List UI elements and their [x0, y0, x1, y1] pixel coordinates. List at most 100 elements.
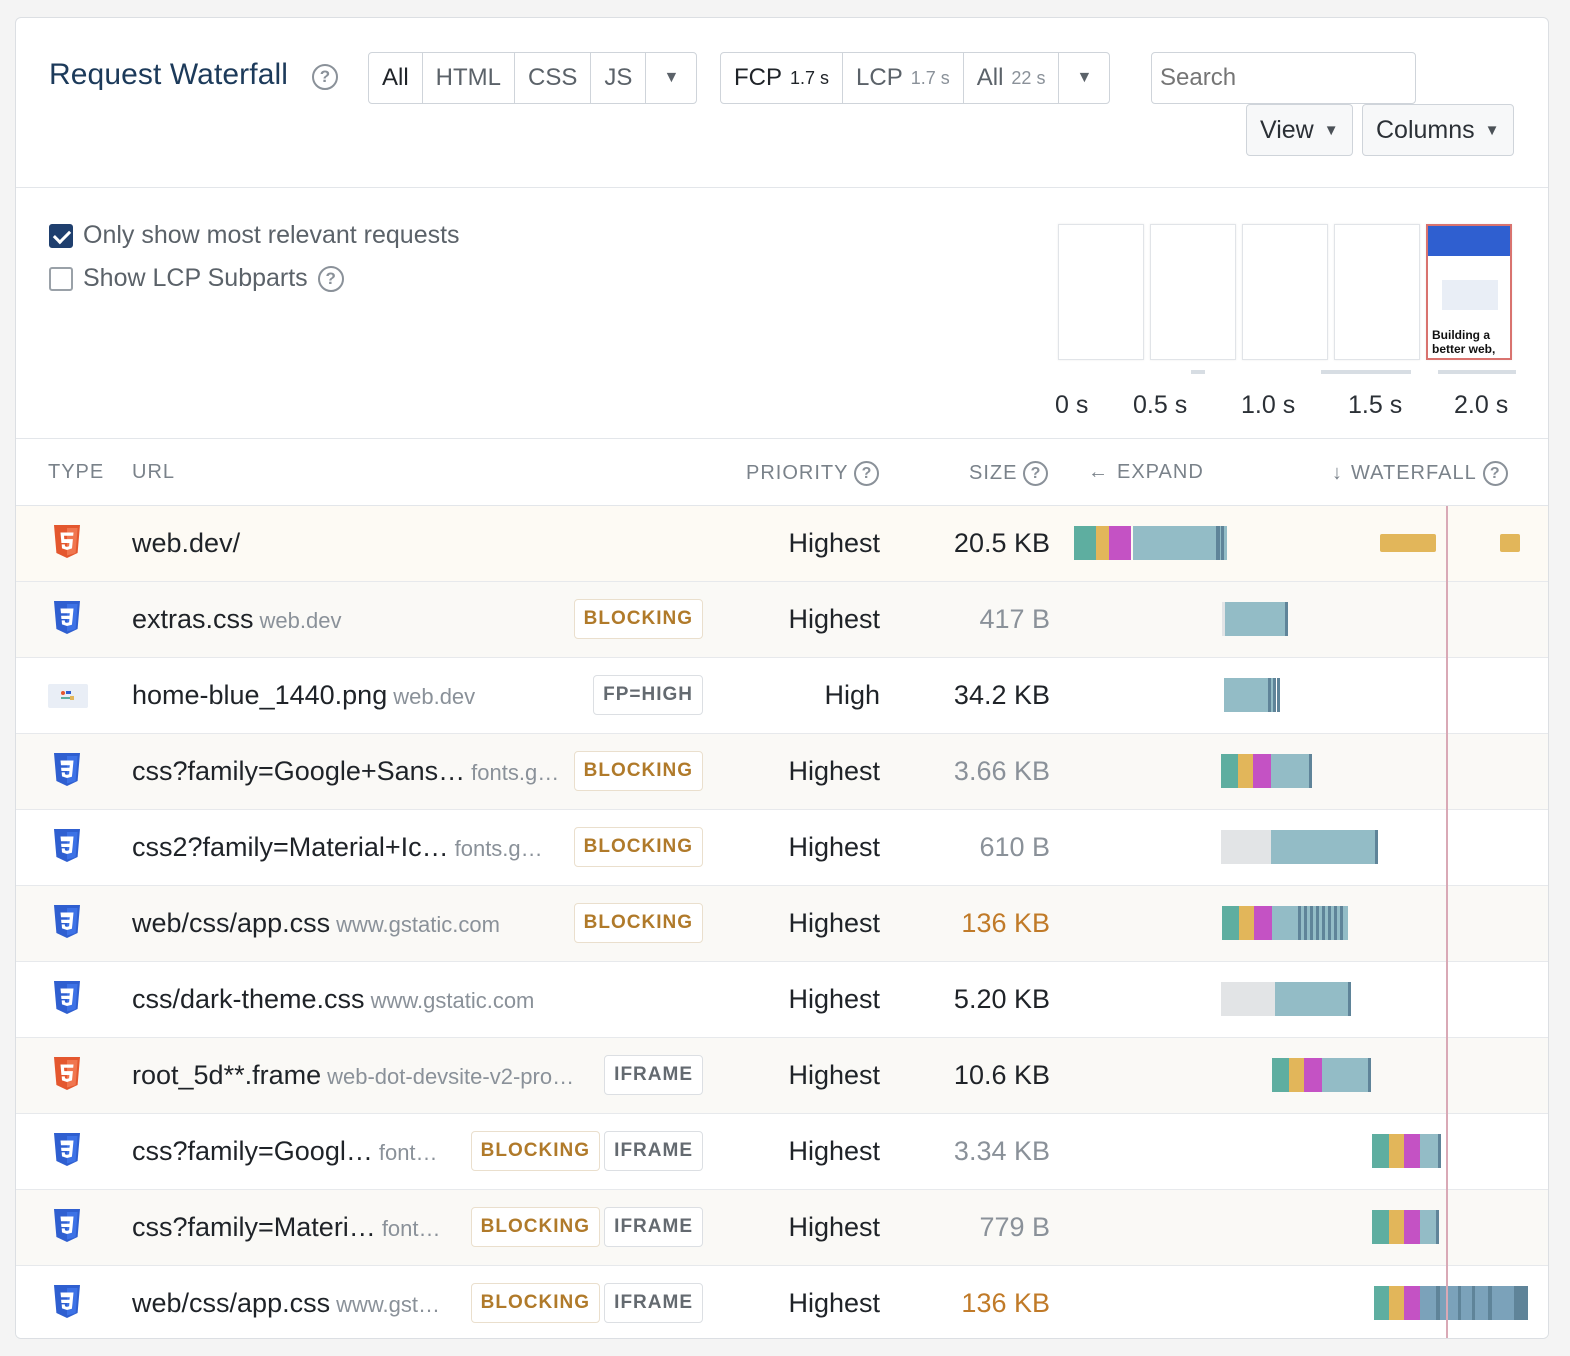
request-url[interactable]: web/css/app.css www.gstatic.com — [132, 908, 500, 939]
blocking-badge: BLOCKING — [573, 903, 703, 943]
lcp-subparts-option[interactable]: Show LCP Subparts ? — [49, 264, 344, 293]
request-url[interactable]: web.dev/ — [132, 528, 240, 559]
request-priority: Highest — [788, 604, 880, 634]
request-row[interactable]: root_5d**.frame web-dot-devsite-v2-pro… IF… — [16, 1038, 1548, 1114]
waterfall-segment-download — [1275, 982, 1348, 1016]
help-icon[interactable]: ? — [1023, 461, 1049, 486]
request-row[interactable]: css?family=Google+Sans… fonts.g… BLOCKING H… — [16, 734, 1548, 810]
request-url-path: web/css/app.css — [132, 1288, 331, 1318]
request-row[interactable]: web/css/app.css www.gstatic.com BLOCKING Hi… — [16, 886, 1548, 962]
request-row[interactable]: web.dev/Highest 20.5 KB — [16, 506, 1548, 582]
view-button-label: View — [1260, 115, 1314, 144]
request-row[interactable]: css2?family=Material+Ic… fonts.g… BLOCKING… — [16, 810, 1548, 886]
waterfall-bar[interactable] — [1074, 1266, 1548, 1338]
waterfall-bar[interactable] — [1074, 506, 1548, 582]
filter-all[interactable]: All — [369, 53, 423, 103]
waterfall-bar[interactable] — [1074, 1190, 1548, 1266]
waterfall-segment-dark — [1273, 678, 1276, 712]
request-url[interactable]: css?family=Googl… font… — [132, 1136, 438, 1167]
waterfall-bar[interactable] — [1074, 658, 1548, 734]
type-filter-dropdown[interactable]: ▼ — [646, 53, 696, 103]
waterfall-segment-dns — [1221, 754, 1238, 788]
column-size[interactable]: SIZE? — [969, 461, 1049, 486]
column-url[interactable]: URL — [132, 461, 176, 483]
request-url[interactable]: home-blue_1440.png web.dev — [132, 680, 475, 711]
filmstrip-frame[interactable] — [1242, 224, 1328, 360]
request-url[interactable]: css?family=Materi… font… — [132, 1212, 441, 1243]
help-icon[interactable]: ? — [312, 64, 338, 90]
request-url[interactable]: extras.css web.dev — [132, 604, 341, 635]
lcp-subparts-checkbox[interactable] — [49, 266, 73, 291]
filter-js[interactable]: JS — [591, 53, 647, 103]
column-waterfall[interactable]: ↓ WATERFALL? — [1332, 461, 1508, 486]
filmstrip-frame[interactable] — [1058, 224, 1144, 360]
blocking-badge: BLOCKING — [470, 1207, 600, 1247]
request-url[interactable]: root_5d**.frame web-dot-devsite-v2-pro… — [132, 1060, 574, 1091]
waterfall-bar[interactable] — [1074, 962, 1548, 1038]
request-domain: web.dev — [259, 608, 342, 633]
waterfall-segment-dark — [1268, 678, 1271, 712]
columns-button[interactable]: Columns ▼ — [1362, 104, 1514, 156]
request-domain: web-dot-devsite-v2-pro… — [327, 1064, 575, 1089]
expand-button[interactable]: ← EXPAND — [1088, 461, 1204, 484]
request-row[interactable]: web/css/app.css www.gst… IFRAME BLOCKING Hig… — [16, 1266, 1548, 1338]
filter-css[interactable]: CSS — [515, 53, 592, 103]
request-size: 136 KB — [961, 908, 1050, 938]
filmstrip-tick: 1.5 s — [1348, 391, 1403, 419]
waterfall-bar[interactable] — [1074, 734, 1548, 810]
waterfall-bar[interactable] — [1074, 1114, 1548, 1190]
css3-icon — [52, 600, 82, 636]
waterfall-segment-dark — [1375, 830, 1378, 864]
request-priority: Highest — [788, 1288, 880, 1318]
request-row[interactable]: css?family=Googl… font… IFRAME BLOCKING High… — [16, 1114, 1548, 1190]
iframe-badge: IFRAME — [604, 1283, 703, 1323]
milestone-fcp[interactable]: FCP 1.7 s — [721, 53, 844, 103]
waterfall-bar[interactable] — [1074, 810, 1548, 886]
filmstrip-frame[interactable] — [1150, 224, 1236, 360]
request-domain: www.gstatic.com — [370, 988, 535, 1013]
filmstrip-frame[interactable] — [1334, 224, 1420, 360]
filmstrip-tick: 1.0 s — [1241, 391, 1296, 419]
request-row[interactable]: extras.css web.dev BLOCKING Highest 417 B — [16, 582, 1548, 658]
relevant-requests-checkbox[interactable] — [49, 223, 73, 248]
help-icon[interactable]: ? — [1482, 461, 1508, 486]
request-size: 10.6 KB — [953, 1060, 1050, 1090]
waterfall-bar[interactable] — [1074, 582, 1548, 658]
column-priority-label: PRIORITY — [746, 462, 849, 484]
help-icon[interactable]: ? — [317, 265, 344, 292]
view-button[interactable]: View ▼ — [1246, 104, 1353, 156]
chevron-down-icon: ▼ — [663, 69, 680, 86]
request-row[interactable]: css/dark-theme.css www.gstatic.com Highest… — [16, 962, 1548, 1038]
waterfall-bar[interactable] — [1074, 886, 1548, 962]
waterfall-segment-connect — [1389, 1210, 1404, 1244]
search-input[interactable] — [1151, 52, 1416, 104]
relevant-requests-option[interactable]: Only show most relevant requests — [49, 221, 460, 250]
waterfall-segment-ssl — [1404, 1210, 1420, 1244]
table-header: TYPE URL PRIORITY? SIZE? ← EXPAND ↓ WATERF… — [16, 438, 1548, 506]
request-row[interactable]: css?family=Materi… font… IFRAME BLOCKING Hig… — [16, 1190, 1548, 1266]
waterfall-bar[interactable] — [1074, 1038, 1548, 1114]
waterfall-segment-download — [1271, 754, 1309, 788]
milestone-label: FCP — [734, 64, 782, 91]
filter-html[interactable]: HTML — [423, 53, 516, 103]
request-row[interactable]: home-blue_1440.png web.dev FP=HIGH High 34.2… — [16, 658, 1548, 734]
waterfall-segment-download — [1322, 1058, 1368, 1092]
waterfall-segment-wait — [1221, 982, 1275, 1016]
column-waterfall-label: WATERFALL — [1351, 462, 1477, 484]
help-icon[interactable]: ? — [854, 461, 880, 486]
request-url[interactable]: css2?family=Material+Ic… fonts.g… — [132, 832, 543, 863]
column-type[interactable]: TYPE — [48, 461, 105, 483]
waterfall-segment-dns — [1222, 906, 1239, 940]
request-url[interactable]: web/css/app.css www.gst… — [132, 1288, 440, 1319]
request-url[interactable]: css?family=Google+Sans… fonts.g… — [132, 756, 559, 787]
request-domain: fonts.g… — [454, 836, 543, 861]
waterfall-segment-dark — [1277, 678, 1280, 712]
iframe-badge: IFRAME — [604, 1207, 703, 1247]
filmstrip-frame-lcp[interactable]: Building a better web, — [1426, 224, 1512, 360]
milestone-lcp[interactable]: LCP 1.7 s — [843, 53, 964, 103]
milestone-all[interactable]: All 22 s — [964, 53, 1060, 103]
request-url[interactable]: css/dark-theme.css www.gstatic.com — [132, 984, 534, 1015]
waterfall-segment-dark — [1348, 982, 1351, 1016]
milestone-dropdown[interactable]: ▼ — [1059, 53, 1109, 103]
column-priority[interactable]: PRIORITY? — [746, 461, 880, 486]
